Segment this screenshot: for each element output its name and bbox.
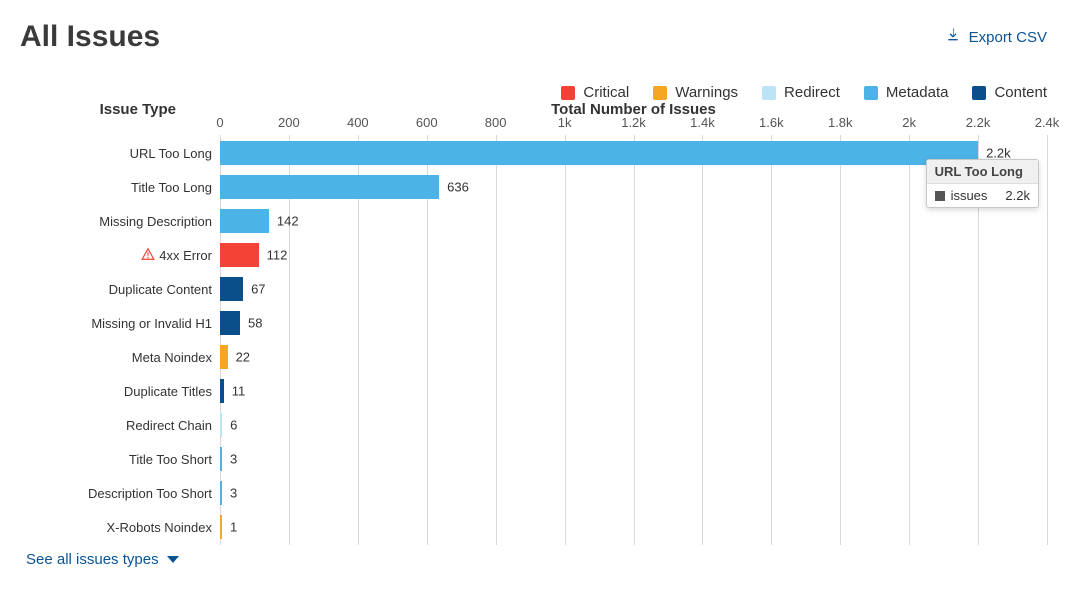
bar-value-label: 3 [230, 486, 237, 501]
grid-line [840, 135, 841, 545]
legend-swatch [653, 86, 667, 100]
chart-legend: Critical Warnings Redirect Metadata Content [20, 84, 1047, 101]
y-category-label[interactable]: Title Too Long [131, 178, 212, 196]
grid-line [1047, 135, 1048, 545]
y-category-text: URL Too Long [130, 146, 212, 161]
bar-value-label: 67 [251, 282, 265, 297]
x-tick-label: 200 [278, 115, 300, 130]
legend-swatch [762, 86, 776, 100]
tooltip-swatch [935, 191, 945, 201]
y-category-label[interactable]: X-Robots Noindex [107, 518, 213, 536]
chart-bar[interactable] [220, 345, 228, 369]
chart-bar[interactable] [220, 379, 224, 403]
chart-bar[interactable] [220, 243, 259, 267]
x-tick-label: 400 [347, 115, 369, 130]
bar-value-label: 22 [236, 350, 250, 365]
chart-bar[interactable] [220, 141, 978, 165]
bar-value-label: 1 [230, 520, 237, 535]
legend-swatch [864, 86, 878, 100]
legend-label: Redirect [784, 84, 840, 101]
grid-line [771, 135, 772, 545]
x-tick-label: 800 [485, 115, 507, 130]
tooltip-value: 2.2k [993, 188, 1030, 203]
y-category-text: Duplicate Content [109, 282, 212, 297]
legend-swatch [561, 86, 575, 100]
chart-bar[interactable] [220, 209, 269, 233]
bar-value-label: 112 [267, 248, 288, 263]
legend-item[interactable]: Metadata [864, 84, 949, 101]
y-axis-title: Issue Type [100, 101, 176, 118]
y-category-label[interactable]: Missing Description [99, 212, 212, 230]
legend-item[interactable]: Critical [561, 84, 629, 101]
y-category-label[interactable]: Missing or Invalid H1 [91, 314, 212, 332]
download-icon [945, 27, 961, 47]
legend-label: Content [994, 84, 1047, 101]
x-tick-label: 1.6k [759, 115, 784, 130]
y-category-label[interactable]: URL Too Long [130, 144, 212, 162]
legend-item[interactable]: Content [972, 84, 1047, 101]
x-tick-label: 2k [902, 115, 916, 130]
caret-down-icon [167, 556, 179, 563]
y-category-label[interactable]: Description Too Short [88, 484, 212, 502]
legend-label: Critical [583, 84, 629, 101]
x-tick-label: 0 [216, 115, 223, 130]
y-category-label[interactable]: Redirect Chain [126, 416, 212, 434]
y-category-text: Missing or Invalid H1 [91, 316, 212, 331]
y-category-label[interactable]: Title Too Short [129, 450, 212, 468]
y-category-text: Meta Noindex [132, 350, 212, 365]
bar-value-label: 6 [230, 418, 237, 433]
y-category-text: X-Robots Noindex [107, 520, 213, 535]
y-category-text: Duplicate Titles [124, 384, 212, 399]
legend-item[interactable]: Redirect [762, 84, 840, 101]
export-csv-button[interactable]: Export CSV [945, 27, 1047, 47]
warning-icon [141, 247, 155, 264]
x-tick-label: 1.8k [828, 115, 853, 130]
page-title: All Issues [20, 20, 160, 54]
x-tick-label: 1.2k [621, 115, 646, 130]
y-category-text: Title Too Short [129, 452, 212, 467]
export-csv-label: Export CSV [969, 29, 1047, 46]
x-tick-label: 1k [558, 115, 572, 130]
y-category-label[interactable]: 4xx Error [141, 246, 212, 264]
chart-bar[interactable] [220, 515, 222, 539]
bar-value-label: 3 [230, 452, 237, 467]
grid-line [702, 135, 703, 545]
chart-bar[interactable] [220, 311, 240, 335]
bar-value-label: 58 [248, 316, 262, 331]
x-tick-label: 1.4k [690, 115, 715, 130]
y-category-label[interactable]: Duplicate Titles [124, 382, 212, 400]
chart-tooltip: URL Too Long issues 2.2k [926, 159, 1039, 208]
bar-value-label: 142 [277, 214, 299, 229]
x-tick-label: 2.2k [966, 115, 991, 130]
bar-value-label: 11 [232, 384, 246, 399]
chart-bar[interactable] [220, 447, 222, 471]
y-category-text: Redirect Chain [126, 418, 212, 433]
legend-label: Metadata [886, 84, 949, 101]
tooltip-title: URL Too Long [927, 160, 1038, 184]
chart-bar[interactable] [220, 175, 439, 199]
y-category-text: 4xx Error [159, 248, 212, 263]
see-all-issues-link[interactable]: See all issues types [26, 551, 179, 568]
chart-bar[interactable] [220, 277, 243, 301]
see-all-label: See all issues types [26, 551, 159, 568]
legend-swatch [972, 86, 986, 100]
grid-line [496, 135, 497, 545]
y-category-text: Missing Description [99, 214, 212, 229]
y-category-label[interactable]: Duplicate Content [109, 280, 212, 298]
legend-label: Warnings [675, 84, 738, 101]
legend-item[interactable]: Warnings [653, 84, 738, 101]
grid-line [634, 135, 635, 545]
grid-line [565, 135, 566, 545]
x-tick-label: 600 [416, 115, 438, 130]
bar-value-label: 636 [447, 180, 469, 195]
grid-line [909, 135, 910, 545]
tooltip-series-label: issues [951, 188, 988, 203]
x-tick-label: 2.4k [1035, 115, 1060, 130]
y-category-text: Description Too Short [88, 486, 212, 501]
y-category-label[interactable]: Meta Noindex [132, 348, 212, 366]
y-category-text: Title Too Long [131, 180, 212, 195]
chart-bar[interactable] [220, 413, 222, 437]
chart-bar[interactable] [220, 481, 222, 505]
